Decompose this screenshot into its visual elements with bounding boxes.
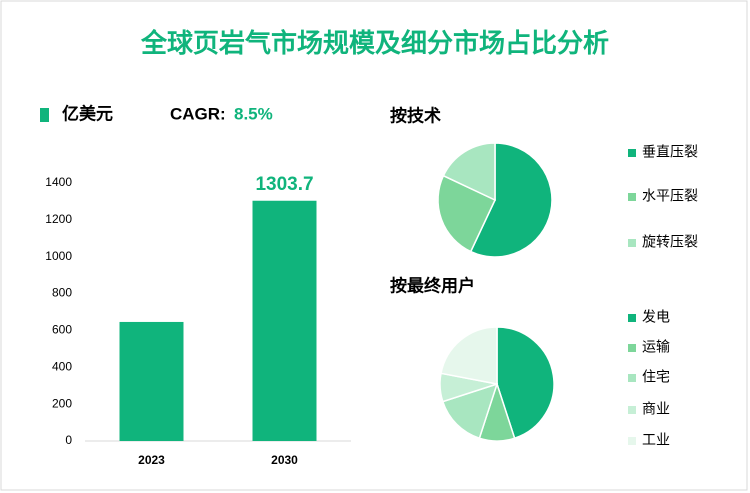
y-tick-label: 1200: [45, 212, 72, 226]
legend-swatch: [40, 108, 49, 122]
pie-slice: [437, 174, 496, 253]
legend-label: 亿美元: [62, 103, 113, 123]
cagr-label: CAGR:: [170, 104, 226, 123]
y-tick-label: 200: [52, 396, 72, 410]
y-tick-label: 1400: [45, 175, 72, 189]
x-tick-label: 2023: [138, 453, 165, 467]
pie-slice: [469, 142, 553, 258]
legend-label: 住宅: [642, 369, 670, 385]
bar: [252, 200, 317, 441]
data-label: 1303.7: [255, 174, 313, 195]
bar: [119, 321, 184, 441]
legend-swatch: [628, 314, 636, 322]
y-tick-label: 600: [52, 323, 72, 337]
legend-label: 工业: [642, 432, 670, 448]
legend-label: 发电: [642, 309, 670, 325]
legend-swatch: [628, 406, 636, 414]
y-tick-label: 400: [52, 359, 72, 373]
y-tick-label: 1000: [45, 249, 72, 263]
legend-swatch: [628, 149, 636, 157]
x-tick-label: 2030: [271, 453, 298, 467]
pie-slice: [440, 326, 498, 385]
pie-title: 按最终用户: [390, 275, 475, 295]
legend-swatch: [628, 344, 636, 352]
y-tick-label: 800: [52, 286, 72, 300]
legend-label: 旋转压裂: [642, 234, 698, 250]
legend-label: 商业: [642, 401, 670, 417]
legend-swatch: [628, 437, 636, 445]
pie-title: 按技术: [390, 105, 441, 125]
cagr-value: 8.5%: [234, 104, 273, 123]
legend-label: 水平压裂: [642, 188, 698, 204]
legend-swatch: [628, 239, 636, 247]
legend-swatch: [628, 374, 636, 382]
page-title: 全球页岩气市场规模及细分市场占比分析: [140, 28, 609, 58]
legend-swatch: [628, 193, 636, 201]
pie-slice: [496, 326, 555, 440]
legend-label: 垂直压裂: [642, 144, 698, 160]
y-tick-label: 0: [65, 433, 72, 447]
pie-slice: [442, 142, 496, 202]
legend-label: 运输: [642, 339, 670, 355]
